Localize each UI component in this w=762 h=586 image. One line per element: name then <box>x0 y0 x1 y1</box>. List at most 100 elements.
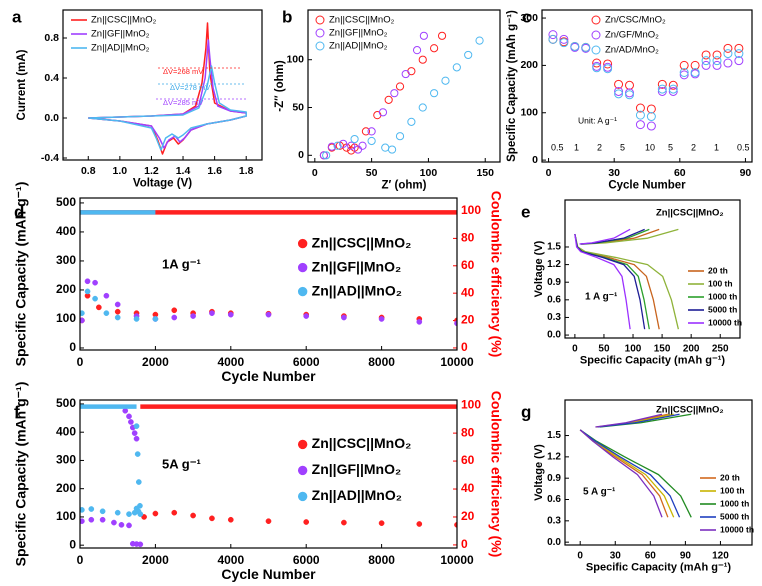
data-point <box>548 34 558 44</box>
data-point <box>723 43 733 53</box>
x-tick-label: 90 <box>740 167 752 179</box>
data-point <box>668 80 678 90</box>
data-point <box>395 82 405 91</box>
y-tick-label: 0.0 <box>44 112 59 124</box>
legend-swatch <box>297 262 308 273</box>
y-tick-label: 50 <box>292 101 304 113</box>
data-point <box>99 516 106 523</box>
data-point <box>141 514 147 520</box>
legend-label: Zn||AD||MnO₂ <box>329 41 388 52</box>
y2-tick-label: 0 <box>461 537 468 551</box>
data-point <box>122 407 129 414</box>
legend-label: 5000 th <box>708 304 737 314</box>
y2-tick-label: 0 <box>461 340 468 354</box>
legend-label: Zn||AD||MnO₂ <box>91 43 150 54</box>
data-point <box>430 44 439 53</box>
data-point <box>131 430 138 436</box>
legend-swatch <box>591 30 601 40</box>
data-point <box>333 141 342 150</box>
x-tick-label: 150 <box>476 167 494 179</box>
legend-label: Zn/AD/MnO₂ <box>605 45 659 56</box>
x-tick-label: 50 <box>366 167 378 179</box>
x-tick-label: 250 <box>712 344 729 355</box>
legend-label: 10000 th <box>720 524 754 534</box>
data-point <box>387 145 397 154</box>
legend-label: 1000 th <box>708 291 737 301</box>
x-tick-label: 2000 <box>142 553 169 567</box>
legend-label: Zn||CSC||MnO₂ <box>312 435 412 451</box>
x-tick-label: 4000 <box>217 355 244 369</box>
y-tick-label: 0 <box>69 340 76 354</box>
data-point <box>592 63 602 73</box>
annotation: 5A g⁻¹ <box>162 456 201 471</box>
data-point <box>635 110 645 120</box>
x-tick-label: 1.4 <box>176 165 191 177</box>
data-point <box>378 316 385 322</box>
y-tick-label: 200 <box>520 59 538 71</box>
data-point <box>92 279 98 286</box>
legend-swatch <box>297 439 308 450</box>
plot-area <box>579 413 692 518</box>
legend-label: Zn/GF/MnO₂ <box>605 30 659 41</box>
data-point <box>103 292 110 299</box>
data-point <box>701 50 711 60</box>
plot-area <box>80 404 457 548</box>
legend-swatch <box>591 15 601 25</box>
panel-label: d <box>14 202 24 221</box>
legend-label: Zn||GF||MnO₂ <box>91 29 150 40</box>
x-tick-label: 50 <box>598 344 610 355</box>
annotation: 5 A g⁻¹ <box>583 487 616 498</box>
x-tick-label: 6000 <box>293 553 320 567</box>
x-tick-label: 6000 <box>293 355 320 369</box>
x-tick-label: 8000 <box>368 553 395 567</box>
plot-area <box>319 31 484 160</box>
data-point <box>723 49 733 59</box>
data-point <box>723 58 733 68</box>
data-point <box>341 519 347 526</box>
y-tick-label: 500 <box>56 195 76 209</box>
panel-label: b <box>282 7 292 26</box>
annotation: 1 A g⁻¹ <box>585 292 618 303</box>
data-point <box>646 112 656 122</box>
data-point <box>570 41 580 51</box>
data-point <box>712 56 722 66</box>
data-point <box>114 509 121 516</box>
y2-tick-label: 20 <box>461 313 475 327</box>
y2-tick-label: 80 <box>461 425 475 439</box>
data-point <box>114 314 121 321</box>
data-point <box>475 36 484 45</box>
data-point <box>384 95 393 104</box>
data-point <box>407 117 416 126</box>
data-point <box>84 288 91 295</box>
data-point <box>712 60 722 70</box>
data-point <box>416 521 423 527</box>
data-point <box>625 90 634 100</box>
x-tick-label: 0 <box>312 167 318 179</box>
plot-frame <box>564 399 753 546</box>
data-point <box>126 522 132 529</box>
x-tick-label: 0 <box>577 551 583 562</box>
y-tick-label: 400 <box>56 224 76 238</box>
annotation: Zn||CSC||MnO₂ <box>656 405 724 416</box>
data-point <box>701 60 711 70</box>
data-point <box>171 307 178 314</box>
data-point <box>657 79 667 89</box>
legend-label: 20 th <box>720 472 740 482</box>
y-axis-label: Current (mA) <box>16 49 28 120</box>
series-line <box>579 413 663 518</box>
legend-swatch <box>591 45 601 55</box>
x-tick-label: 1.0 <box>113 165 128 177</box>
data-point <box>581 42 591 52</box>
x-tick-label: 90 <box>680 551 692 562</box>
data-point <box>358 141 367 150</box>
data-point <box>303 313 310 319</box>
y-tick-label: 0.9 <box>547 473 561 484</box>
annotation: Unit: A g⁻¹ <box>578 115 617 125</box>
y2-tick-label: 40 <box>461 285 475 299</box>
data-point <box>133 316 140 322</box>
data-point <box>137 502 143 509</box>
annotation: 10 <box>645 142 655 152</box>
data-point <box>137 511 144 517</box>
